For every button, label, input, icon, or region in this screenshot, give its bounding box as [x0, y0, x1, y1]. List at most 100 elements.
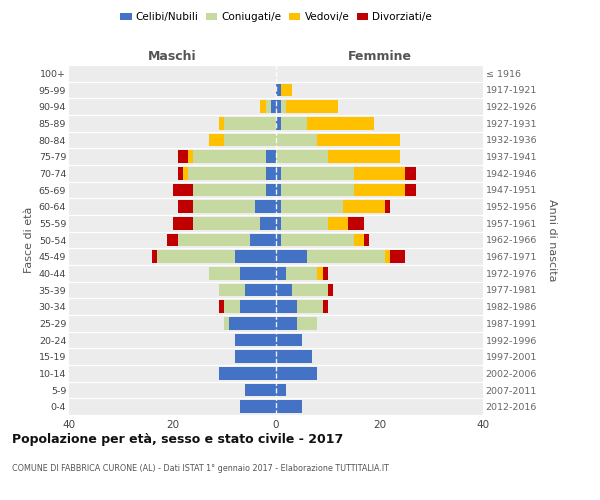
- Bar: [390, 250, 406, 263]
- Bar: [240, 267, 276, 280]
- Bar: [245, 384, 276, 396]
- Bar: [281, 217, 328, 230]
- Bar: [266, 184, 276, 196]
- Bar: [328, 150, 400, 163]
- Bar: [276, 317, 296, 330]
- Bar: [276, 117, 281, 130]
- Bar: [260, 100, 266, 113]
- Bar: [328, 284, 333, 296]
- Bar: [193, 184, 266, 196]
- Bar: [240, 400, 276, 413]
- Bar: [178, 150, 188, 163]
- Bar: [276, 184, 281, 196]
- Bar: [286, 100, 338, 113]
- Bar: [281, 200, 343, 213]
- Bar: [229, 317, 276, 330]
- Bar: [353, 167, 406, 179]
- Bar: [250, 234, 276, 246]
- Bar: [167, 234, 178, 246]
- Bar: [173, 217, 193, 230]
- Bar: [296, 300, 323, 313]
- Bar: [276, 217, 281, 230]
- Bar: [353, 234, 364, 246]
- Bar: [276, 300, 296, 313]
- Bar: [276, 84, 281, 96]
- Bar: [276, 350, 312, 363]
- Bar: [364, 234, 369, 246]
- Bar: [209, 267, 240, 280]
- Bar: [385, 250, 390, 263]
- Bar: [178, 200, 193, 213]
- Bar: [276, 200, 281, 213]
- Bar: [343, 200, 385, 213]
- Bar: [406, 167, 416, 179]
- Bar: [276, 267, 286, 280]
- Y-axis label: Fasce di età: Fasce di età: [25, 207, 34, 273]
- Bar: [317, 267, 323, 280]
- Bar: [173, 184, 193, 196]
- Text: Femmine: Femmine: [347, 50, 412, 62]
- Bar: [276, 100, 281, 113]
- Bar: [235, 334, 276, 346]
- Bar: [235, 250, 276, 263]
- Bar: [286, 267, 317, 280]
- Bar: [307, 117, 374, 130]
- Bar: [260, 217, 276, 230]
- Bar: [188, 167, 266, 179]
- Bar: [323, 300, 328, 313]
- Bar: [281, 234, 353, 246]
- Legend: Celibi/Nubili, Coniugati/e, Vedovi/e, Divorziati/e: Celibi/Nubili, Coniugati/e, Vedovi/e, Di…: [116, 8, 436, 26]
- Bar: [219, 117, 224, 130]
- Bar: [188, 150, 193, 163]
- Bar: [219, 367, 276, 380]
- Bar: [276, 334, 302, 346]
- Bar: [385, 200, 390, 213]
- Bar: [276, 400, 302, 413]
- Bar: [271, 100, 276, 113]
- Bar: [183, 167, 188, 179]
- Bar: [224, 134, 276, 146]
- Bar: [256, 200, 276, 213]
- Bar: [328, 217, 349, 230]
- Bar: [276, 284, 292, 296]
- Bar: [281, 84, 292, 96]
- Bar: [307, 250, 385, 263]
- Bar: [349, 217, 364, 230]
- Text: COMUNE DI FABBRICA CURONE (AL) - Dati ISTAT 1° gennaio 2017 - Elaborazione TUTTI: COMUNE DI FABBRICA CURONE (AL) - Dati IS…: [12, 464, 389, 473]
- Bar: [276, 134, 317, 146]
- Bar: [224, 317, 229, 330]
- Bar: [224, 117, 276, 130]
- Bar: [276, 367, 317, 380]
- Bar: [152, 250, 157, 263]
- Bar: [157, 250, 235, 263]
- Bar: [276, 384, 286, 396]
- Bar: [276, 234, 281, 246]
- Bar: [209, 134, 224, 146]
- Bar: [281, 184, 353, 196]
- Bar: [323, 267, 328, 280]
- Bar: [353, 184, 406, 196]
- Bar: [178, 167, 183, 179]
- Bar: [281, 167, 353, 179]
- Bar: [219, 300, 224, 313]
- Bar: [219, 284, 245, 296]
- Bar: [406, 184, 416, 196]
- Bar: [240, 300, 276, 313]
- Bar: [276, 167, 281, 179]
- Y-axis label: Anni di nascita: Anni di nascita: [547, 198, 557, 281]
- Bar: [193, 200, 256, 213]
- Bar: [193, 217, 260, 230]
- Bar: [235, 350, 276, 363]
- Bar: [281, 100, 286, 113]
- Bar: [224, 300, 240, 313]
- Bar: [292, 284, 328, 296]
- Bar: [193, 150, 266, 163]
- Bar: [266, 167, 276, 179]
- Bar: [266, 150, 276, 163]
- Bar: [266, 100, 271, 113]
- Text: Popolazione per età, sesso e stato civile - 2017: Popolazione per età, sesso e stato civil…: [12, 432, 343, 446]
- Bar: [296, 317, 317, 330]
- Bar: [245, 284, 276, 296]
- Bar: [178, 234, 250, 246]
- Bar: [281, 117, 307, 130]
